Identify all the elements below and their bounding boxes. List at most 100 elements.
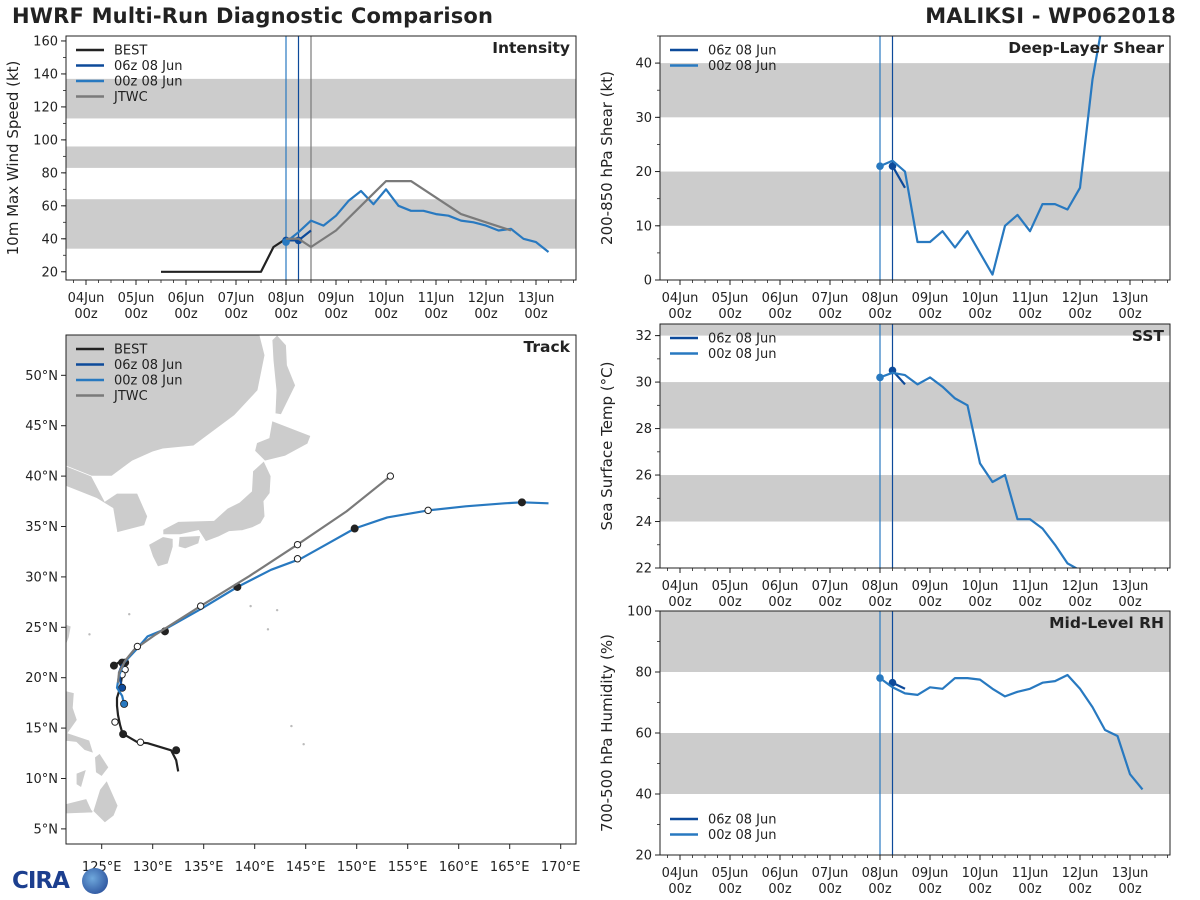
island-dot bbox=[249, 604, 252, 608]
xtick-day-label-sst: 11Jun bbox=[1012, 579, 1049, 594]
ytick-label-shear: 30 bbox=[635, 111, 652, 126]
ytick-label-shear: 0 bbox=[644, 274, 652, 289]
xtick-hour-label-intensity: 00z bbox=[324, 307, 348, 322]
xtick-hour-label-shear: 00z bbox=[1018, 307, 1042, 322]
xtick-label-track: 160°E bbox=[439, 860, 479, 875]
plot-area-intensity bbox=[66, 36, 576, 280]
xtick-hour-label-intensity: 00z bbox=[74, 307, 98, 322]
landmass-5 bbox=[148, 536, 174, 568]
ytick-label-rh: 60 bbox=[635, 727, 652, 742]
xtick-hour-label-shear: 00z bbox=[868, 307, 892, 322]
xtick-day-label-sst: 07Jun bbox=[812, 579, 849, 594]
xtick-hour-label-shear: 00z bbox=[718, 307, 742, 322]
xtick-day-label-rh: 08Jun bbox=[862, 866, 899, 881]
ytick-label-sst: 24 bbox=[635, 515, 652, 530]
xtick-hour-label-sst: 00z bbox=[1068, 595, 1092, 610]
track-point-filled-best bbox=[109, 661, 118, 670]
xtick-hour-label-rh: 00z bbox=[868, 882, 892, 897]
xtick-hour-label-shear: 00z bbox=[818, 307, 842, 322]
legend-label-intensity: JTWC bbox=[113, 90, 148, 105]
xtick-hour-label-sst: 00z bbox=[918, 595, 942, 610]
xtick-hour-label-intensity: 00z bbox=[374, 307, 398, 322]
ytick-label-shear: 20 bbox=[635, 165, 652, 180]
landmass-2 bbox=[271, 335, 296, 416]
panel-title-rh: Mid-Level RH bbox=[1049, 614, 1164, 632]
xtick-day-label-rh: 05Jun bbox=[712, 866, 749, 881]
xtick-day-label-sst: 04Jun bbox=[662, 579, 699, 594]
track-point-open-jtwc bbox=[196, 602, 205, 610]
xtick-day-label-sst: 08Jun bbox=[862, 579, 899, 594]
xtick-hour-label-intensity: 00z bbox=[124, 307, 148, 322]
xtick-hour-label-rh: 00z bbox=[1118, 882, 1142, 897]
panel-title-sst: SST bbox=[1132, 327, 1165, 345]
ytick-label-sst: 22 bbox=[635, 562, 652, 577]
series-line-shear-run06 bbox=[891, 165, 906, 189]
ytick-label-sst: 32 bbox=[635, 329, 652, 344]
ytick-label-intensity: 100 bbox=[33, 133, 58, 148]
band-intensity-2 bbox=[66, 78, 576, 119]
xtick-day-label-shear: 06Jun bbox=[762, 291, 799, 306]
xtick-label-track: 170°E bbox=[541, 860, 581, 875]
panel-title-track: Track bbox=[524, 338, 571, 356]
storm-title: MALIKSI - WP062018 bbox=[925, 4, 1176, 28]
data-point-sst-run00 bbox=[876, 373, 884, 382]
panel-rh: 2040608010004Jun00z05Jun00z06Jun00z07Jun… bbox=[598, 605, 1171, 897]
xtick-hour-label-rh: 00z bbox=[718, 882, 742, 897]
ytick-label-rh: 100 bbox=[627, 605, 652, 620]
panel-shear: 01020304004Jun00z05Jun00z06Jun00z07Jun00… bbox=[598, 35, 1171, 322]
legend-label-track: 06z 08 Jun bbox=[114, 358, 183, 373]
ytick-label-rh: 80 bbox=[635, 666, 652, 681]
legend-label-track: 00z 08 Jun bbox=[114, 374, 183, 389]
landmass-4 bbox=[162, 460, 272, 543]
xtick-hour-label-sst: 00z bbox=[968, 595, 992, 610]
band-sst-1 bbox=[660, 382, 1170, 429]
ylabel-shear: 200-850 hPa Shear (kt) bbox=[598, 71, 616, 245]
frame-sst bbox=[659, 323, 1171, 569]
ytick-label-track: 40°N bbox=[25, 470, 58, 485]
xtick-hour-label-intensity: 00z bbox=[424, 307, 448, 322]
xtick-day-label-rh: 11Jun bbox=[1012, 866, 1049, 881]
ytick-label-track: 20°N bbox=[25, 671, 58, 686]
xtick-day-label-shear: 13Jun bbox=[1112, 291, 1149, 306]
xtick-hour-label-sst: 00z bbox=[718, 595, 742, 610]
track-point-open-best bbox=[111, 718, 119, 726]
data-point-intensity-run00 bbox=[282, 238, 290, 246]
ytick-label-track: 45°N bbox=[25, 419, 58, 434]
island-dot bbox=[275, 608, 279, 612]
xtick-label-track: 130°E bbox=[133, 860, 173, 875]
xtick-hour-label-shear: 00z bbox=[1118, 307, 1142, 322]
ytick-label-track: 50°N bbox=[25, 369, 58, 384]
track-point-open-jtwc bbox=[133, 642, 142, 651]
xtick-day-label-shear: 07Jun bbox=[812, 291, 849, 306]
frame-track bbox=[65, 334, 577, 845]
xtick-label-track: 140°E bbox=[235, 860, 275, 875]
xtick-day-label-rh: 04Jun bbox=[662, 866, 699, 881]
landmass-8 bbox=[66, 690, 95, 754]
series-line-track-jtwc bbox=[116, 475, 392, 683]
xtick-day-label-sst: 13Jun bbox=[1112, 579, 1149, 594]
band-rh-1 bbox=[660, 611, 1170, 672]
cira-logo-text: CIRA bbox=[12, 868, 70, 894]
xtick-day-label-shear: 09Jun bbox=[912, 291, 949, 306]
xtick-day-label-rh: 12Jun bbox=[1062, 866, 1099, 881]
xtick-day-label-intensity: 12Jun bbox=[468, 291, 505, 306]
track-point-open-jtwc bbox=[293, 540, 302, 549]
xtick-day-label-intensity: 08Jun bbox=[268, 291, 305, 306]
cira-logo: CIRA bbox=[6, 866, 108, 896]
xtick-day-label-rh: 13Jun bbox=[1112, 866, 1149, 881]
landmass-10 bbox=[75, 768, 88, 789]
xtick-label-track: 135°E bbox=[184, 860, 224, 875]
panel-intensity: 2040608010012014016004Jun00z05Jun00z06Ju… bbox=[4, 34, 577, 322]
band-shear-0 bbox=[660, 171, 1170, 226]
ytick-label-intensity: 20 bbox=[41, 265, 58, 280]
legend-label-sst: 06z 08 Jun bbox=[708, 332, 777, 347]
ylabel-intensity: 10m Max Wind Speed (kt) bbox=[4, 61, 22, 256]
track-point-filled-run00 bbox=[517, 498, 526, 507]
band-intensity-1 bbox=[66, 146, 576, 168]
xtick-hour-label-intensity: 00z bbox=[524, 307, 548, 322]
series-line-intensity-run00 bbox=[285, 188, 550, 253]
frame-shear bbox=[659, 35, 1171, 281]
xtick-day-label-shear: 10Jun bbox=[962, 291, 999, 306]
xtick-day-label-intensity: 05Jun bbox=[118, 291, 155, 306]
